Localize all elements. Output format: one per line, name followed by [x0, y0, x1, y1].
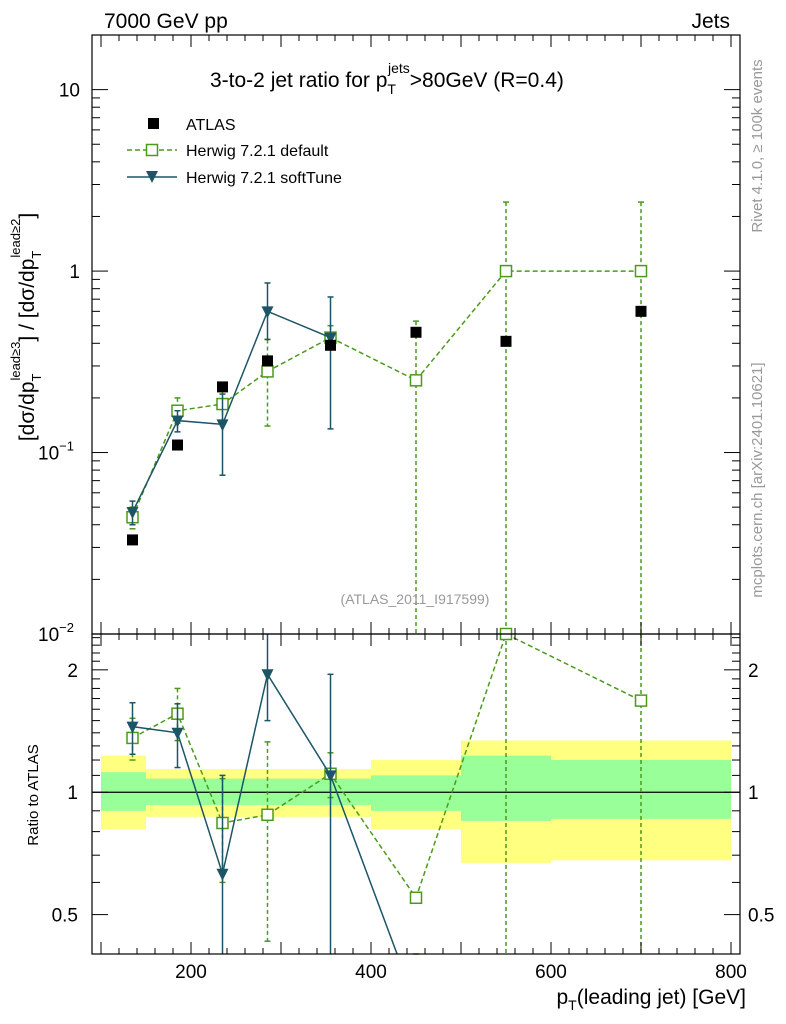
y-label-part-1: [dσ/dp: [16, 382, 39, 442]
y-tick-label-base-1: 10: [38, 444, 59, 465]
ratio-tick-label-right-1: 1: [748, 783, 759, 804]
herwig-7-2-1-softtune-point-1: [171, 415, 184, 428]
x-tick-label-200: 200: [175, 962, 207, 983]
herwig-7-2-1-softtune-ratio-line: [132, 672, 398, 954]
y-tick-label-base-0: 10: [38, 625, 59, 646]
x-tick-label-600: 600: [535, 962, 567, 983]
herwig-7-2-1-default-point-7: [634, 264, 648, 278]
y-label-part-3: lead≥3: [8, 342, 23, 381]
ratio-tick-label-left-0: 0.5: [52, 906, 78, 927]
ratio-tick-label-right-2: 2: [748, 661, 759, 682]
legend-item-herwig-softtune: Herwig 7.2.1 softTune: [127, 170, 342, 187]
y-tick-label-exp-1: −1: [59, 439, 74, 454]
herwig-7-2-1-default-line: [131, 270, 641, 518]
y-label-part-4: ] / [dσ/dp: [16, 259, 39, 342]
ratio-tick-label-left-1: 1: [67, 783, 78, 804]
herwig-7-2-1-softtune-ratio-point-3: [261, 669, 274, 682]
x-label-sub: T: [568, 997, 577, 1013]
atlas-point-5: [410, 326, 422, 338]
main-series: [126, 201, 648, 634]
atlas-point-0: [127, 534, 138, 546]
chart-title: 3-to-2 jet ratio for pTjets>80GeV (R=0.4…: [210, 60, 564, 97]
atlas-point-7: [635, 305, 647, 317]
ratio-band-inner-0: [101, 772, 146, 811]
herwig-7-2-1-default-ratio-point-7: [634, 694, 648, 707]
herwig-7-2-1-softtune-point-2: [216, 419, 229, 432]
header-left-label: 7000 GeV pp: [104, 10, 228, 33]
y-label-part-7: ]: [16, 213, 39, 219]
ratio-tick-label-left-2: 2: [67, 661, 78, 682]
herwig-7-2-1-default-ratio-line: [132, 634, 642, 900]
herwig-7-2-1-softtune-ratio-point-1: [171, 727, 184, 740]
chart-title-post: >80GeV (R=0.4): [410, 69, 564, 92]
legend-label-herwig-default: Herwig 7.2.1 default: [186, 143, 329, 160]
chart-title-sup: jets: [387, 60, 410, 76]
legend-label-herwig-softtune: Herwig 7.2.1 softTune: [186, 170, 342, 187]
series-herwig-7-2-1-softtune: [126, 282, 337, 526]
chart-title-sub: T: [387, 81, 396, 97]
legend-marker-herwig-softtune: [146, 171, 158, 183]
analysis-id: (ATLAS_2011_I917599): [341, 591, 490, 607]
x-label-main: p: [556, 986, 568, 1009]
y-label-part-6: lead≥2: [8, 219, 23, 258]
y-tick-label-3: 10: [59, 81, 80, 102]
chart-title-pre: 3-to-2 jet ratio for p: [210, 69, 387, 92]
y-label-part-2: T: [29, 374, 44, 382]
herwig-7-2-1-default-point-6: [499, 264, 513, 278]
header-right-label: Jets: [691, 10, 730, 33]
y-axis-label: [dσ/dpTlead≥3] / [dσ/dpTlead≥2]: [8, 213, 44, 441]
ratio-series-herwig-7-2-1-softtune: [126, 634, 398, 954]
atlas-point-4: [325, 339, 336, 351]
x-axis-label: pT(leading jet) [GeV]: [556, 986, 746, 1013]
herwig-7-2-1-default-ratio-point-3: [261, 808, 274, 822]
herwig-7-2-1-default-ratio-point-5: [409, 891, 423, 905]
series-atlas: [127, 305, 647, 546]
herwig-7-2-1-softtune-ratio-point-0: [126, 721, 139, 734]
herwig-7-2-1-default-point-5: [409, 374, 423, 387]
legend-marker-herwig-default: [145, 143, 159, 157]
herwig-7-2-1-softtune-point-3: [261, 306, 274, 319]
atlas-point-2: [217, 381, 228, 393]
ratio-tick-label-right-0: 0.5: [748, 906, 774, 927]
legend-item-herwig-default: Herwig 7.2.1 default: [127, 143, 329, 160]
ratio-y-axis-label: Ratio to ATLAS: [25, 744, 42, 845]
rivet-label: Rivet 4.1.0, ≥ 100k events: [749, 59, 766, 232]
x-label-rest: (leading jet) [GeV]: [577, 986, 746, 1009]
herwig-7-2-1-softtune-point-0: [126, 507, 139, 520]
x-tick-label-400: 400: [355, 962, 387, 983]
y-tick-label-0: 10−2: [38, 620, 74, 646]
mcplots-label: mcplots.cern.ch [arXiv:2401.10621]: [749, 362, 766, 597]
y-tick-label-1: 10−1: [38, 439, 74, 465]
legend-label-atlas: ATLAS: [186, 117, 236, 134]
atlas-point-3: [262, 355, 273, 367]
ratio-frame: [91, 633, 741, 955]
legend: ATLAS Herwig 7.2.1 default Herwig 7.2.1 …: [127, 117, 342, 187]
herwig-7-2-1-softtune-point-4: [324, 332, 337, 345]
y-tick-label-2: 1: [69, 262, 80, 283]
x-tick-label-800: 800: [715, 962, 747, 983]
series-herwig-7-2-1-default: [126, 201, 648, 634]
ratio-band-inner-4: [371, 775, 461, 811]
atlas-point-6: [500, 335, 512, 347]
y-tick-label-exp-0: −2: [59, 620, 74, 635]
herwig-7-2-1-softtune-ratio-point-2: [216, 868, 229, 881]
atlas-point-1: [172, 439, 183, 451]
herwig-7-2-1-default-point-3: [261, 365, 274, 378]
herwig-7-2-1-softtune-ratio-point-4: [324, 770, 337, 783]
ratio-series: [126, 627, 648, 955]
herwig-7-2-1-softtune-line: [131, 310, 331, 513]
legend-marker-atlas: [148, 118, 159, 129]
y-label-part-5: T: [29, 251, 44, 259]
legend-item-atlas: ATLAS: [148, 117, 236, 134]
